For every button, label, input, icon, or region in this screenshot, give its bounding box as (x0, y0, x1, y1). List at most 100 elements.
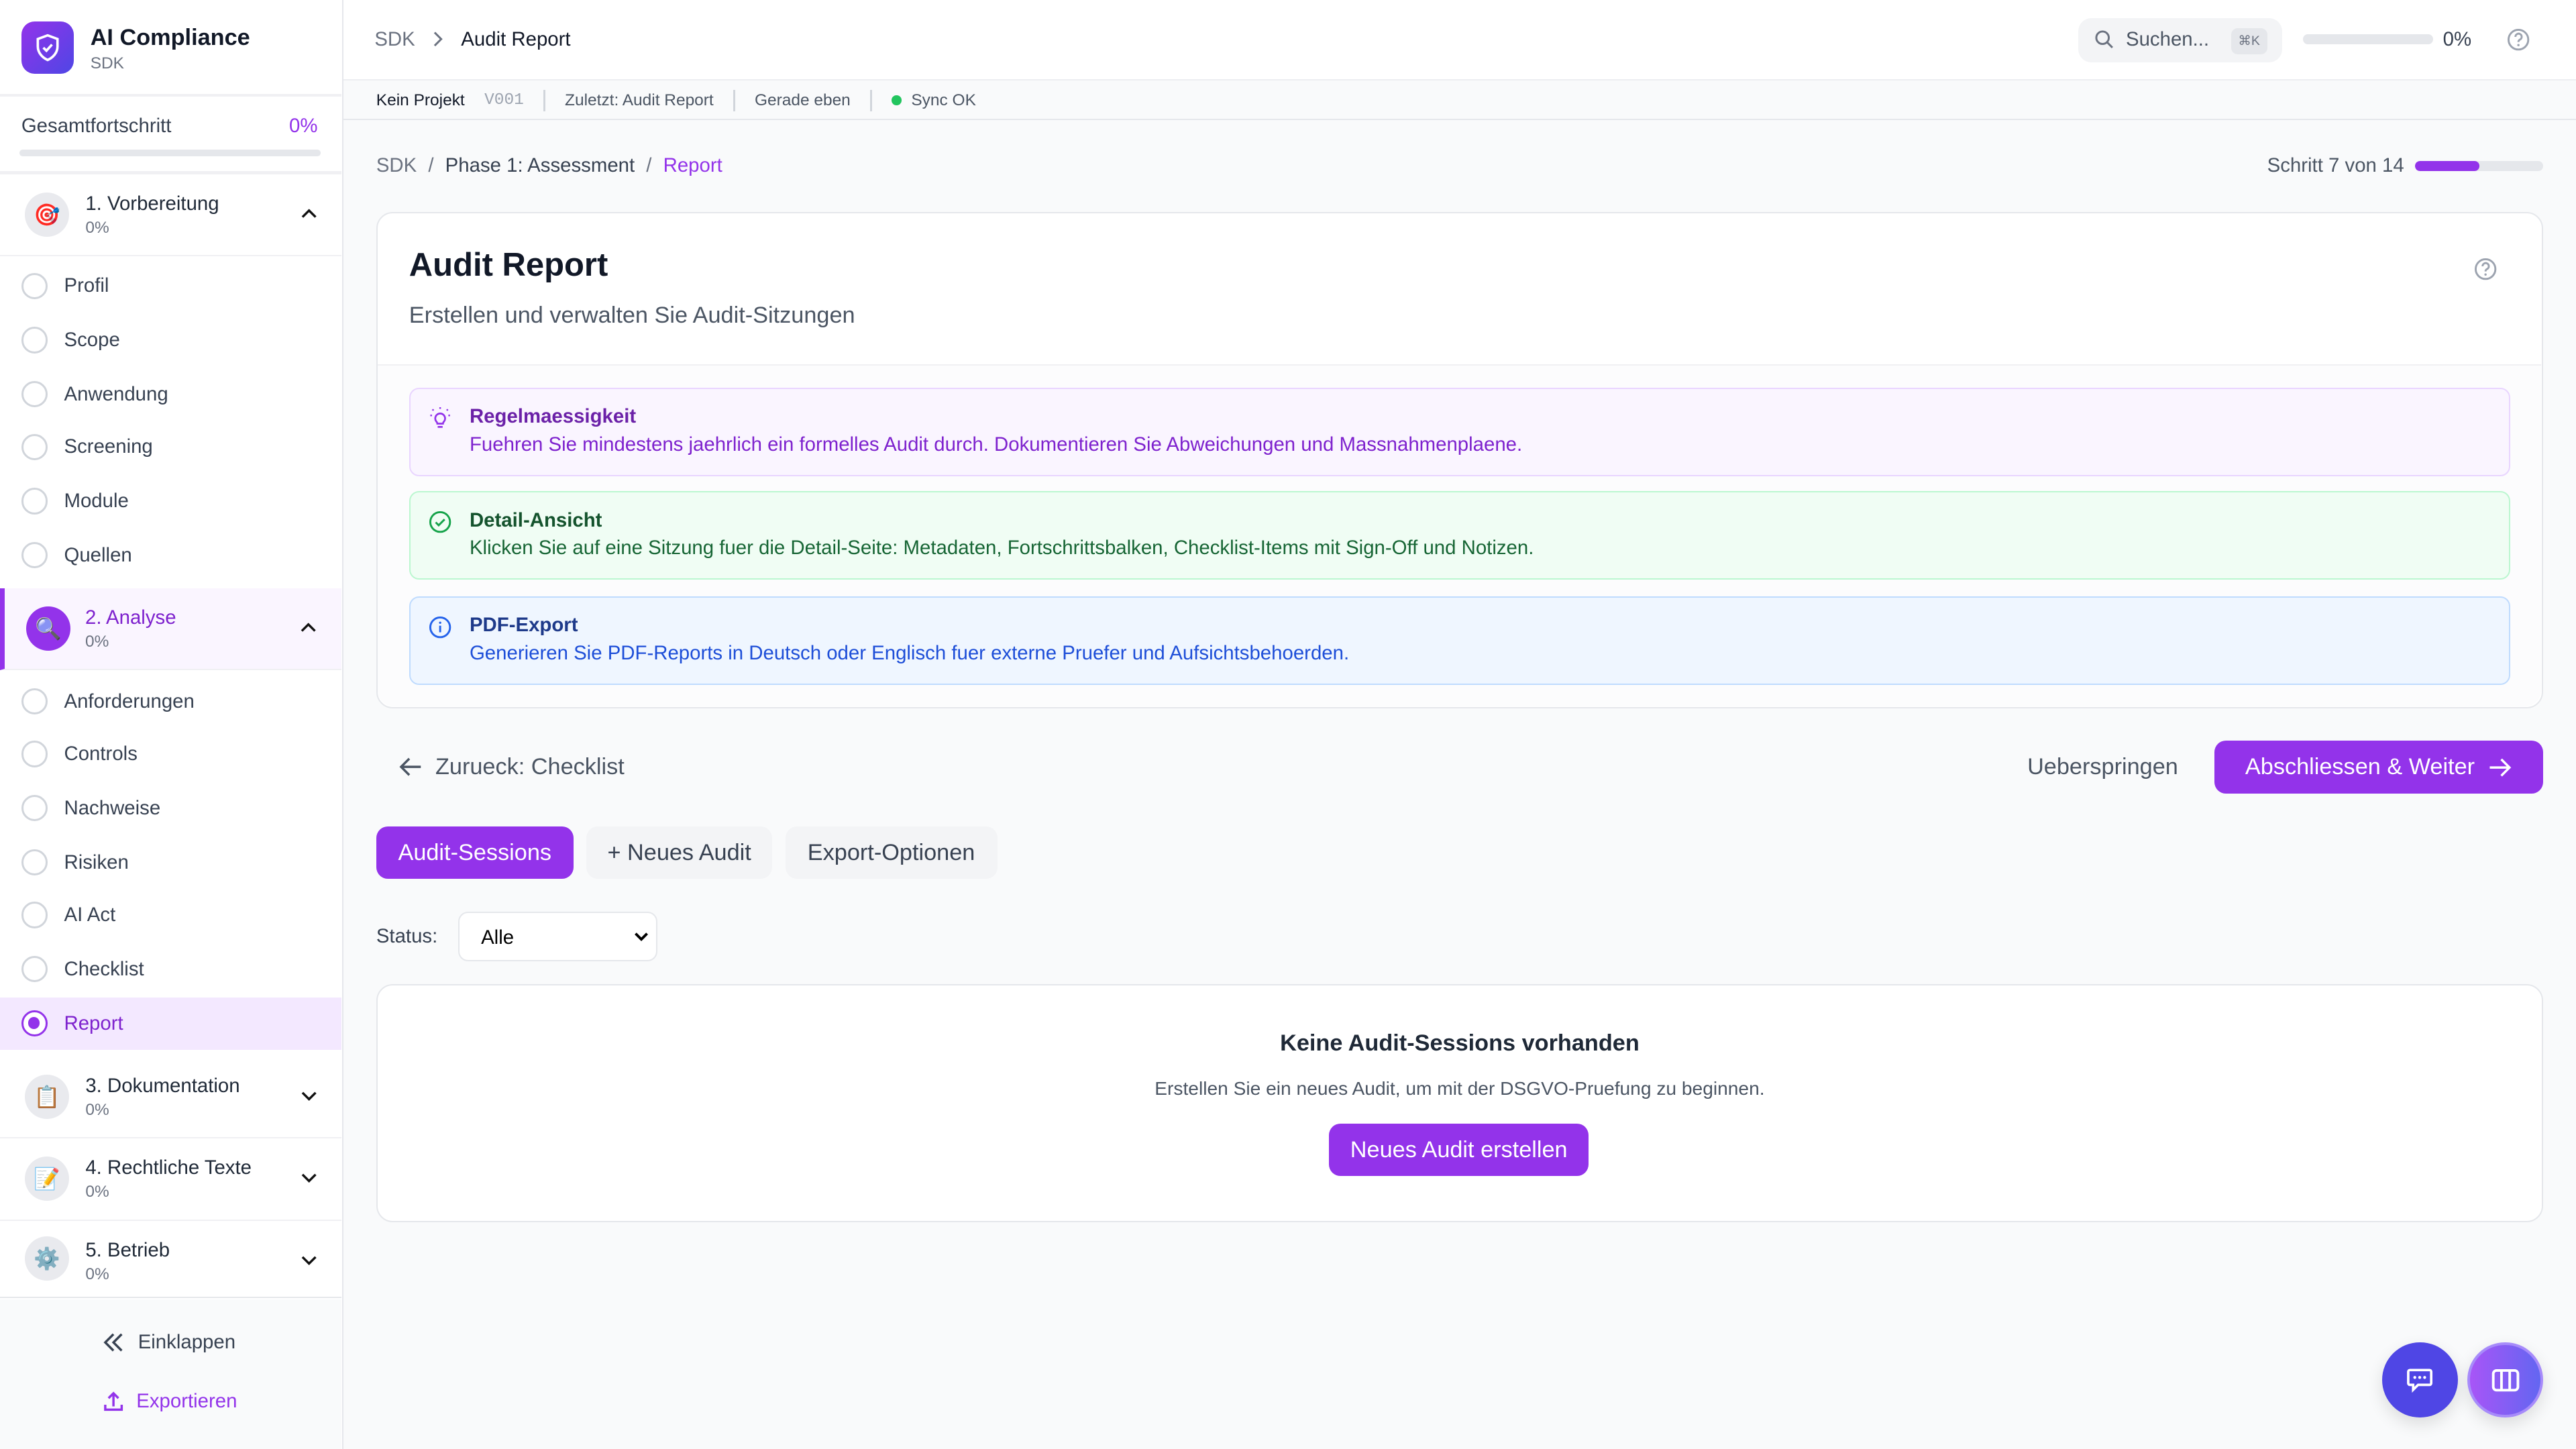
radio-icon (21, 795, 48, 822)
section-betrieb[interactable]: ⚙️ 5. Betrieb 0% (0, 1221, 342, 1298)
radio-icon (21, 902, 48, 928)
section-progress: 0% (85, 1183, 109, 1201)
sidebar-item-ai-act[interactable]: AI Act (0, 889, 341, 941)
tab-new-audit[interactable]: + Neues Audit (586, 826, 773, 879)
info-title: Detail-Ansicht (469, 508, 602, 531)
info-text: Generieren Sie PDF-Reports in Deutsch od… (469, 642, 1350, 665)
step-progress-bar (2415, 161, 2544, 171)
breadcrumb-item[interactable]: SDK (376, 154, 417, 177)
info-box-regelmaessigkeit: Regelmaessigkeit Fuehren Sie mindestens … (409, 387, 2511, 477)
item-label: Anforderungen (64, 690, 195, 712)
info-box-detail-ansicht: Detail-Ansicht Klicken Sie auf eine Sitz… (409, 491, 2511, 580)
radio-icon (21, 956, 48, 983)
overall-progress-label: Gesamtfortschritt (21, 115, 172, 138)
overall-progress-bar (19, 149, 321, 156)
complete-next-button[interactable]: Abschliessen & Weiter (2214, 741, 2544, 794)
sidebar-item-quellen[interactable]: Quellen (0, 529, 341, 582)
sidebar: AI Compliance SDK Gesamtfortschritt 0% 🎯… (0, 0, 343, 1449)
chevron-down-icon (634, 932, 648, 942)
radio-icon (21, 488, 48, 515)
sidebar-item-risiken[interactable]: Risiken (0, 837, 341, 889)
status-filter-select[interactable]: Alle (458, 912, 657, 961)
divider (870, 89, 872, 111)
sidebar-item-screening[interactable]: Screening (0, 421, 341, 473)
upload-icon (104, 1391, 123, 1411)
clipboard-icon: 📋 (24, 1074, 69, 1119)
back-button[interactable]: Zurueck: Checklist (398, 754, 625, 780)
collapse-button[interactable]: Einklappen (102, 1331, 235, 1354)
item-label: Anwendung (64, 382, 168, 405)
empty-state-title: Keine Audit-Sessions vorhanden (1280, 1030, 1640, 1056)
sidebar-item-scope[interactable]: Scope (0, 314, 341, 366)
page-breadcrumb: SDK / Phase 1: Assessment / Report (376, 154, 722, 177)
tab-audit-sessions[interactable]: Audit-Sessions (376, 826, 574, 879)
search-placeholder: Suchen... (2125, 28, 2210, 50)
last-step: Zuletzt: Audit Report (565, 91, 714, 109)
item-label: Checklist (64, 957, 144, 980)
section-analyse[interactable]: 🔍 2. Analyse 0% (0, 588, 342, 671)
section-label: 3. Dokumentation (85, 1074, 240, 1097)
breadcrumb-item[interactable]: SDK (374, 28, 415, 50)
saved-time: Gerade eben (754, 91, 851, 109)
columns-panel-button[interactable] (2467, 1342, 2544, 1418)
search-input[interactable]: Suchen... ⌘K (2078, 17, 2282, 63)
breadcrumb-item[interactable]: Phase 1: Assessment (445, 154, 635, 177)
sidebar-item-module[interactable]: Module (0, 475, 341, 527)
section-rechtliche-texte[interactable]: 📝 4. Rechtliche Texte 0% (0, 1138, 342, 1221)
step-progress-fill (2415, 161, 2479, 171)
info-text: Fuehren Sie mindestens jaehrlich ein for… (469, 433, 1523, 456)
chevron-up-icon (301, 209, 317, 218)
arrow-left-icon (399, 758, 421, 777)
section-label: 1. Vorbereitung (85, 192, 219, 215)
info-text: Klicken Sie auf eine Sitzung fuer die De… (469, 537, 1534, 559)
sidebar-item-anwendung[interactable]: Anwendung (0, 368, 341, 421)
sync-status-dot (891, 95, 902, 105)
top-progress-bar (2303, 34, 2433, 45)
info-title: PDF-Export (469, 614, 578, 637)
shortcut-badge: ⌘K (2231, 28, 2267, 54)
status-filter-label: Status: (376, 924, 438, 947)
next-label: Abschliessen & Weiter (2245, 754, 2475, 780)
sidebar-item-report[interactable]: Report (0, 997, 342, 1050)
breadcrumb-separator: / (646, 154, 652, 177)
empty-state-card (376, 983, 2544, 1223)
skip-button[interactable]: Ueberspringen (2027, 754, 2178, 780)
create-audit-button[interactable]: Neues Audit erstellen (1329, 1124, 1589, 1177)
target-icon: 🎯 (24, 192, 69, 237)
sync-status: Sync OK (911, 91, 976, 109)
section-dokumentation[interactable]: 📋 3. Dokumentation 0% (0, 1057, 342, 1139)
section-vorbereitung[interactable]: 🎯 1. Vorbereitung 0% (0, 174, 342, 257)
section-progress: 0% (85, 1265, 109, 1283)
sidebar-item-checklist[interactable]: Checklist (0, 943, 341, 996)
chevrons-left-icon (103, 1333, 123, 1352)
chevron-down-icon (301, 1256, 317, 1265)
sidebar-item-profil[interactable]: Profil (0, 260, 341, 312)
search-icon (2095, 30, 2114, 49)
chat-button[interactable] (2382, 1342, 2458, 1418)
item-label: Screening (64, 435, 153, 458)
chat-bubble-icon (2407, 1368, 2433, 1393)
empty-state-text: Erstellen Sie ein neues Audit, um mit de… (1155, 1077, 1765, 1099)
radio-icon (21, 433, 48, 460)
back-label: Zurueck: Checklist (435, 754, 625, 780)
item-label: Controls (64, 743, 138, 765)
section-label: 4. Rechtliche Texte (85, 1157, 252, 1179)
export-button[interactable]: Exportieren (102, 1390, 237, 1413)
sidebar-item-controls[interactable]: Controls (0, 728, 341, 780)
item-label: AI Act (64, 904, 116, 926)
tab-export-options[interactable]: Export-Optionen (785, 826, 998, 879)
sidebar-item-anforderungen[interactable]: Anforderungen (0, 676, 341, 728)
export-label: Exportieren (136, 1389, 237, 1412)
check-circle-icon (429, 511, 451, 533)
magnifier-icon: 🔍 (25, 606, 70, 651)
info-title: Regelmaessigkeit (469, 405, 637, 428)
sidebar-item-nachweise[interactable]: Nachweise (0, 782, 341, 835)
help-icon[interactable] (2507, 28, 2530, 51)
top-breadcrumb: SDK Audit Report (374, 28, 570, 51)
radio-icon (21, 272, 48, 299)
radio-icon (21, 542, 48, 569)
memo-icon: 📝 (24, 1157, 69, 1201)
section-label: 2. Analyse (85, 606, 176, 629)
divider (0, 170, 342, 174)
help-icon[interactable] (2474, 258, 2497, 280)
